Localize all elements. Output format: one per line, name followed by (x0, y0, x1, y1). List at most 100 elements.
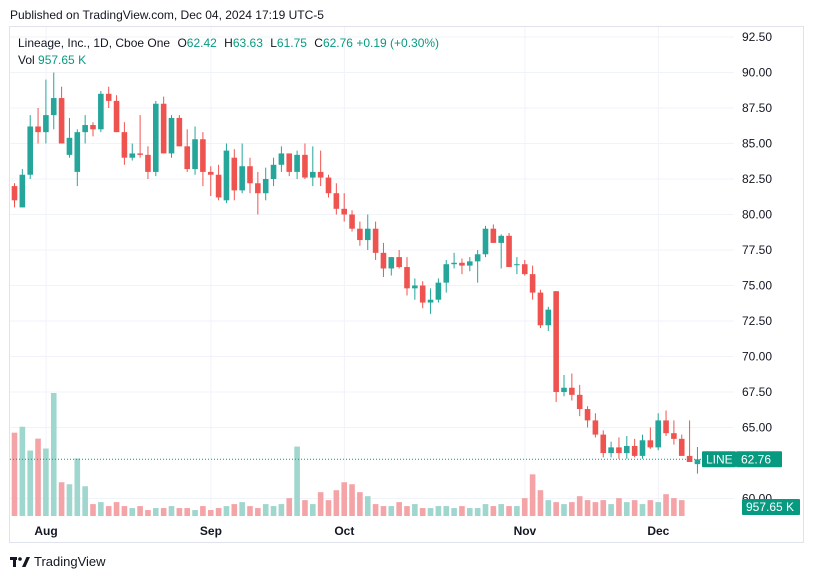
candle-body (184, 146, 190, 170)
chart-legend: Lineage, Inc., 1D, Cboe One O62.42 H63.6… (18, 35, 439, 69)
candle-body (294, 154, 300, 172)
footer-brand[interactable]: TradingView (34, 554, 106, 569)
candle-body (663, 420, 669, 434)
volume-bar (192, 510, 198, 516)
candle-body (231, 157, 238, 191)
volume-bar (388, 506, 395, 516)
candle-body (50, 98, 57, 116)
price-chart[interactable]: 92.50 90.00 87.50 85.00 82.50 80.00 77.50 75.00… (10, 27, 804, 542)
volume-bar (616, 498, 622, 516)
candle-body (396, 257, 402, 268)
volume-bar (82, 486, 88, 516)
candle-body (317, 171, 324, 178)
candle-body (608, 447, 614, 454)
y-tick-label: 82.50 (742, 172, 772, 186)
candle-body (427, 299, 434, 303)
volume-bar (215, 508, 222, 516)
candle-body (569, 387, 575, 395)
published-caption: Published on TradingView.com, Dec 04, 20… (10, 8, 324, 22)
candle-body (357, 228, 363, 241)
candle-body (270, 164, 277, 179)
volume-badge-label: 957.65 K (746, 500, 794, 514)
volume-bar (671, 498, 677, 516)
volume-bar (404, 506, 410, 516)
candle-body (11, 186, 18, 201)
symbol-badge (702, 451, 736, 468)
volume-bar (19, 426, 26, 516)
candle-body (686, 455, 693, 463)
open-label: O (177, 36, 187, 50)
volume-bar (145, 510, 151, 516)
volume-bar (639, 504, 646, 516)
candle-body (380, 252, 387, 269)
y-tick-label: 77.50 (742, 243, 772, 257)
price-badge (736, 451, 782, 468)
volume-bar (317, 492, 324, 516)
volume-bar (372, 504, 379, 516)
volume-bar (278, 504, 285, 516)
chart-frame (9, 26, 804, 543)
candle-body (349, 214, 355, 229)
volume-bar (624, 502, 630, 516)
change-value: +0.19 (+0.30%) (356, 36, 440, 50)
volume-bar (35, 438, 41, 516)
volume-bar (498, 504, 504, 516)
low-value: 61.75 (276, 36, 307, 50)
volume-bar (521, 498, 528, 516)
volume-bar (600, 500, 607, 516)
volume-bar (286, 498, 293, 516)
volume-bar (592, 502, 599, 516)
volume-bar (294, 446, 300, 516)
y-tick-label: 85.00 (742, 137, 772, 151)
candle-body (498, 235, 504, 243)
volume-bar (506, 506, 512, 516)
candle-body (694, 459, 701, 465)
candle-body (333, 193, 340, 209)
volume-bar (451, 508, 457, 516)
candle-body (200, 139, 206, 172)
volume-bar (176, 508, 183, 516)
tradingview-logo-icon (10, 556, 30, 567)
volume-bar (302, 500, 308, 516)
candle-body (341, 208, 347, 215)
y-tick-label: 90.00 (742, 66, 772, 80)
candle-body (584, 409, 591, 421)
candle-body (364, 228, 371, 241)
candle-body (19, 174, 26, 208)
price-badge-label: 62.76 (741, 452, 771, 466)
high-label: H (224, 36, 233, 50)
volume-bar (160, 508, 167, 516)
candle-body (215, 174, 222, 198)
candle-body (521, 264, 528, 275)
volume-bar (561, 504, 567, 516)
symbol-badge-label: LINE (706, 452, 733, 466)
volume-bar (427, 508, 434, 516)
volume-bar (349, 484, 355, 516)
volume-bar (608, 504, 614, 516)
candle-body (302, 154, 308, 178)
candle-body (325, 177, 332, 194)
volume-bar (529, 474, 536, 516)
symbol-title: Lineage, Inc., 1D, Cboe One (18, 36, 171, 50)
volume-bar (239, 502, 245, 516)
volume-bar (333, 490, 340, 516)
volume-bar (467, 508, 473, 516)
volume-bar (11, 432, 18, 516)
volume-bar (113, 502, 120, 516)
volume-bar (459, 506, 465, 516)
volume-bar (663, 494, 669, 516)
candle-body (624, 445, 630, 454)
candle-body (631, 445, 638, 456)
volume-bar (396, 502, 402, 516)
volume-badge (742, 499, 800, 515)
volume-bar (569, 502, 575, 516)
candle-body (192, 139, 198, 170)
y-tick-label: 72.50 (742, 314, 772, 328)
candle-body (207, 171, 214, 175)
volume-bar (137, 506, 143, 516)
candle-body (404, 267, 410, 289)
candle-body (655, 420, 661, 448)
candle-body (58, 98, 65, 144)
volume-bar (380, 506, 387, 516)
candle-body (514, 264, 520, 266)
